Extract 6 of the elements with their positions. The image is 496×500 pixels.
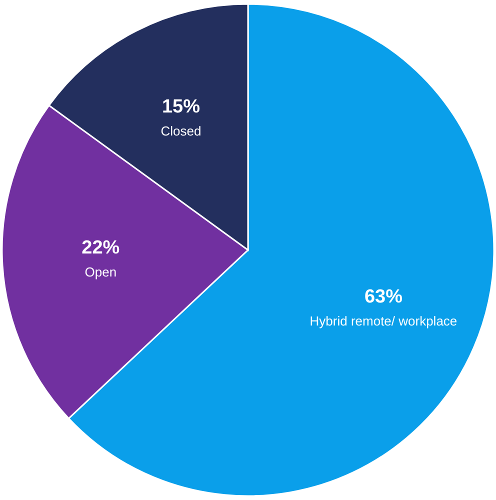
data-label: 63% [364, 286, 403, 308]
data-label: 22% [82, 237, 120, 258]
slice-label: Open [84, 264, 117, 280]
slice-label: Hybrid remote/ workplace [310, 314, 458, 329]
data-label: 15% [162, 96, 200, 118]
slice-label: Closed [160, 123, 202, 138]
